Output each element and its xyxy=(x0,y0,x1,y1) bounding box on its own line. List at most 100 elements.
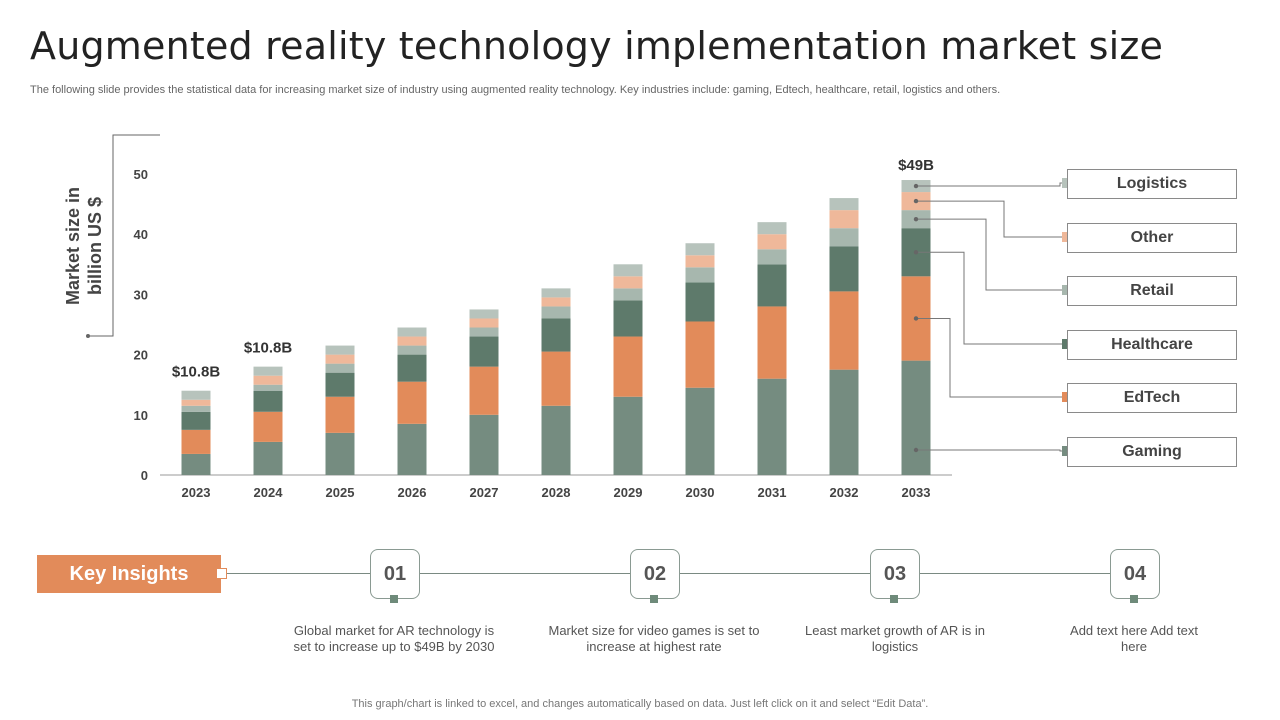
legend-connector-dot-edtech xyxy=(913,316,919,321)
bar-segment-edtech-2025[interactable] xyxy=(325,396,355,433)
bar-segment-logistics-2031[interactable] xyxy=(757,222,787,235)
bar-segment-edtech-2030[interactable] xyxy=(685,321,715,388)
bar-segment-edtech-2026[interactable] xyxy=(397,381,427,424)
bar-segment-gaming-2030[interactable] xyxy=(685,387,715,475)
bar-segment-gaming-2024[interactable] xyxy=(253,441,283,475)
bar-segment-logistics-2032[interactable] xyxy=(829,198,859,211)
bar-segment-gaming-2033[interactable] xyxy=(901,360,931,475)
bar-segment-logistics-2026[interactable] xyxy=(397,327,427,337)
bar-segment-retail-2026[interactable] xyxy=(397,345,427,355)
legend-item-logistics[interactable]: Logistics xyxy=(1067,169,1237,199)
bar-segment-logistics-2028[interactable] xyxy=(541,288,571,298)
bar-segment-edtech-2023[interactable] xyxy=(181,429,211,454)
total-label-2023: $10.8B xyxy=(172,364,221,381)
bar-segment-logistics-2027[interactable] xyxy=(469,309,499,319)
x-tick-label: 2029 xyxy=(614,485,643,500)
bar-segment-logistics-2025[interactable] xyxy=(325,345,355,355)
bar-segment-healthcare-2029[interactable] xyxy=(613,300,643,337)
legend-item-healthcare[interactable]: Healthcare xyxy=(1067,330,1237,360)
bar-segment-healthcare-2026[interactable] xyxy=(397,354,427,382)
bar-segment-retail-2029[interactable] xyxy=(613,288,643,301)
insight-dot-02 xyxy=(650,595,658,603)
bar-segment-retail-2025[interactable] xyxy=(325,363,355,373)
key-insights-connector xyxy=(216,568,227,579)
x-tick-label: 2032 xyxy=(830,485,859,500)
bar-segment-gaming-2026[interactable] xyxy=(397,423,427,475)
bar-segment-retail-2023[interactable] xyxy=(181,405,211,412)
bar-segment-edtech-2027[interactable] xyxy=(469,366,499,415)
bar-segment-logistics-2030[interactable] xyxy=(685,243,715,256)
bar-segment-gaming-2023[interactable] xyxy=(181,453,211,475)
insight-step-02: 02 xyxy=(630,549,680,599)
page-title: Augmented reality technology implementat… xyxy=(30,24,1164,68)
legend-connector-dot-healthcare xyxy=(913,250,919,255)
footer-note: This graph/chart is linked to excel, and… xyxy=(351,698,929,710)
bar-segment-gaming-2029[interactable] xyxy=(613,396,643,475)
bar-segment-other-2024[interactable] xyxy=(253,375,283,385)
bar-segment-healthcare-2031[interactable] xyxy=(757,264,787,307)
bar-segment-logistics-2029[interactable] xyxy=(613,264,643,277)
bar-segment-gaming-2025[interactable] xyxy=(325,432,355,475)
bar-segment-healthcare-2027[interactable] xyxy=(469,336,499,367)
legend-connector-other xyxy=(916,200,1067,238)
total-label-2033: $49B xyxy=(898,157,934,174)
x-tick-label: 2030 xyxy=(686,485,715,500)
bar-segment-healthcare-2030[interactable] xyxy=(685,282,715,322)
x-tick-label: 2026 xyxy=(398,485,427,500)
bar-segment-healthcare-2023[interactable] xyxy=(181,411,211,430)
legend-item-edtech[interactable]: EdTech xyxy=(1067,383,1237,413)
stacked-bar-chart[interactable]: Market size in billion US $ 01020304050 … xyxy=(0,0,1280,520)
bar-segment-logistics-2024[interactable] xyxy=(253,366,283,376)
bar-segment-gaming-2028[interactable] xyxy=(541,405,571,475)
bar-segment-other-2027[interactable] xyxy=(469,318,499,328)
y-tick-label: 0 xyxy=(141,468,148,483)
bar-segment-healthcare-2024[interactable] xyxy=(253,390,283,412)
legend-connector-dot-other xyxy=(913,198,919,204)
bar-segment-healthcare-2032[interactable] xyxy=(829,246,859,292)
bar-segment-other-2031[interactable] xyxy=(757,234,787,250)
bar-segment-logistics-2023[interactable] xyxy=(181,390,211,400)
bar-segment-other-2032[interactable] xyxy=(829,210,859,229)
legend-connector-gaming xyxy=(916,449,1067,452)
bar-segment-edtech-2029[interactable] xyxy=(613,336,643,397)
y-tick-label: 50 xyxy=(134,167,148,182)
bar-segment-other-2030[interactable] xyxy=(685,255,715,268)
bar-segment-other-2023[interactable] xyxy=(181,399,211,406)
legend-connector-dot-logistics xyxy=(913,183,919,189)
legend-item-other[interactable]: Other xyxy=(1067,223,1237,253)
bar-segment-edtech-2032[interactable] xyxy=(829,291,859,370)
bar-segment-edtech-2024[interactable] xyxy=(253,411,283,442)
bar-segment-other-2025[interactable] xyxy=(325,354,355,364)
bar-segment-retail-2031[interactable] xyxy=(757,249,787,265)
bar-segment-retail-2024[interactable] xyxy=(253,384,283,391)
insight-dot-04 xyxy=(1130,595,1138,603)
key-insights-label: Key Insights xyxy=(37,555,221,593)
bar-segment-edtech-2028[interactable] xyxy=(541,351,571,406)
y-tick-label: 40 xyxy=(134,227,148,242)
bar-segment-retail-2028[interactable] xyxy=(541,306,571,319)
insight-text-01: Global market for AR technology is set t… xyxy=(293,623,495,654)
insight-text-02: Market size for video games is set to in… xyxy=(548,623,760,654)
legend-connector-edtech xyxy=(916,317,1067,398)
legend-connector-retail xyxy=(916,218,1067,291)
legend-item-gaming[interactable]: Gaming xyxy=(1067,437,1237,467)
bar-segment-gaming-2032[interactable] xyxy=(829,369,859,475)
insight-text-04: Add text here Add text here xyxy=(1070,623,1198,654)
bar-segment-other-2028[interactable] xyxy=(541,297,571,307)
y-axis-label-line2: billion US $ xyxy=(85,197,105,295)
y-tick-label: 20 xyxy=(134,348,148,363)
bar-segment-healthcare-2028[interactable] xyxy=(541,318,571,352)
legend-item-retail[interactable]: Retail xyxy=(1067,276,1237,306)
bar-segment-other-2026[interactable] xyxy=(397,336,427,346)
legend-connector-healthcare xyxy=(916,251,1067,345)
insight-dot-03 xyxy=(890,595,898,603)
bar-segment-gaming-2027[interactable] xyxy=(469,414,499,475)
bar-segment-edtech-2031[interactable] xyxy=(757,306,787,379)
bar-segment-gaming-2031[interactable] xyxy=(757,378,787,475)
bar-segment-retail-2032[interactable] xyxy=(829,228,859,247)
bar-segment-other-2029[interactable] xyxy=(613,276,643,289)
bar-segment-healthcare-2025[interactable] xyxy=(325,372,355,397)
insight-dot-01 xyxy=(390,595,398,603)
bar-segment-retail-2030[interactable] xyxy=(685,267,715,283)
bar-segment-retail-2027[interactable] xyxy=(469,327,499,337)
